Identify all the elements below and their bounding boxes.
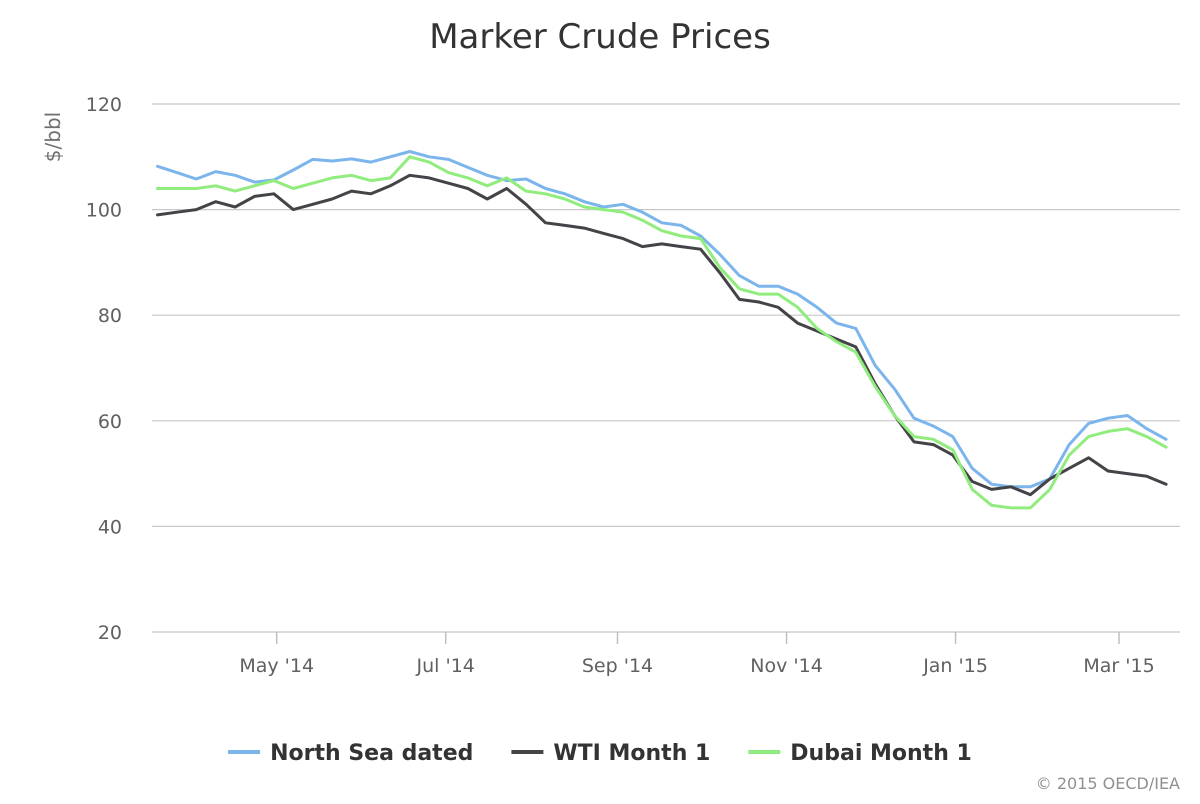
- y-axis-label: $/bbl: [41, 112, 65, 162]
- series-lines: [156, 150, 1168, 510]
- chart-title: Marker Crude Prices: [429, 17, 771, 57]
- x-axis: May '14 Jul '14 Sep '14 Nov '14 Jan '15 Mar '…: [239, 632, 1155, 677]
- x-tick-label: Mar '15: [1083, 655, 1154, 677]
- x-tick-label: May '14: [239, 655, 314, 677]
- legend: North Sea dated WTI Month 1 Dubai Month 1: [228, 741, 972, 766]
- x-tick-label: Nov '14: [750, 655, 823, 677]
- y-tick-label: 20: [98, 622, 122, 644]
- y-tick-label: 40: [98, 516, 122, 538]
- y-tick-label: 100: [86, 200, 122, 222]
- legend-label: North Sea dated: [270, 741, 473, 766]
- series-line-north-sea-dated: [156, 150, 1168, 489]
- legend-item[interactable]: WTI Month 1: [511, 741, 710, 766]
- y-tick-label: 80: [98, 305, 122, 327]
- y-axis-ticks: 20 40 60 80 100 120: [86, 94, 122, 644]
- credit-text: © 2015 OECD/IEA: [1036, 774, 1180, 793]
- x-tick-label: Jan '15: [922, 655, 988, 677]
- x-tick-label: Jul '14: [416, 655, 475, 677]
- legend-label: Dubai Month 1: [790, 741, 972, 766]
- series-line-wti-month-1: [156, 173, 1168, 497]
- series-line-dubai-month-1: [156, 155, 1168, 510]
- legend-item[interactable]: Dubai Month 1: [748, 741, 972, 766]
- y-tick-label: 60: [98, 411, 122, 433]
- legend-item[interactable]: North Sea dated: [228, 741, 473, 766]
- x-tick-label: Sep '14: [582, 655, 653, 677]
- y-tick-label: 120: [86, 94, 122, 116]
- legend-label: WTI Month 1: [553, 741, 710, 766]
- grid-lines: [152, 103, 1180, 633]
